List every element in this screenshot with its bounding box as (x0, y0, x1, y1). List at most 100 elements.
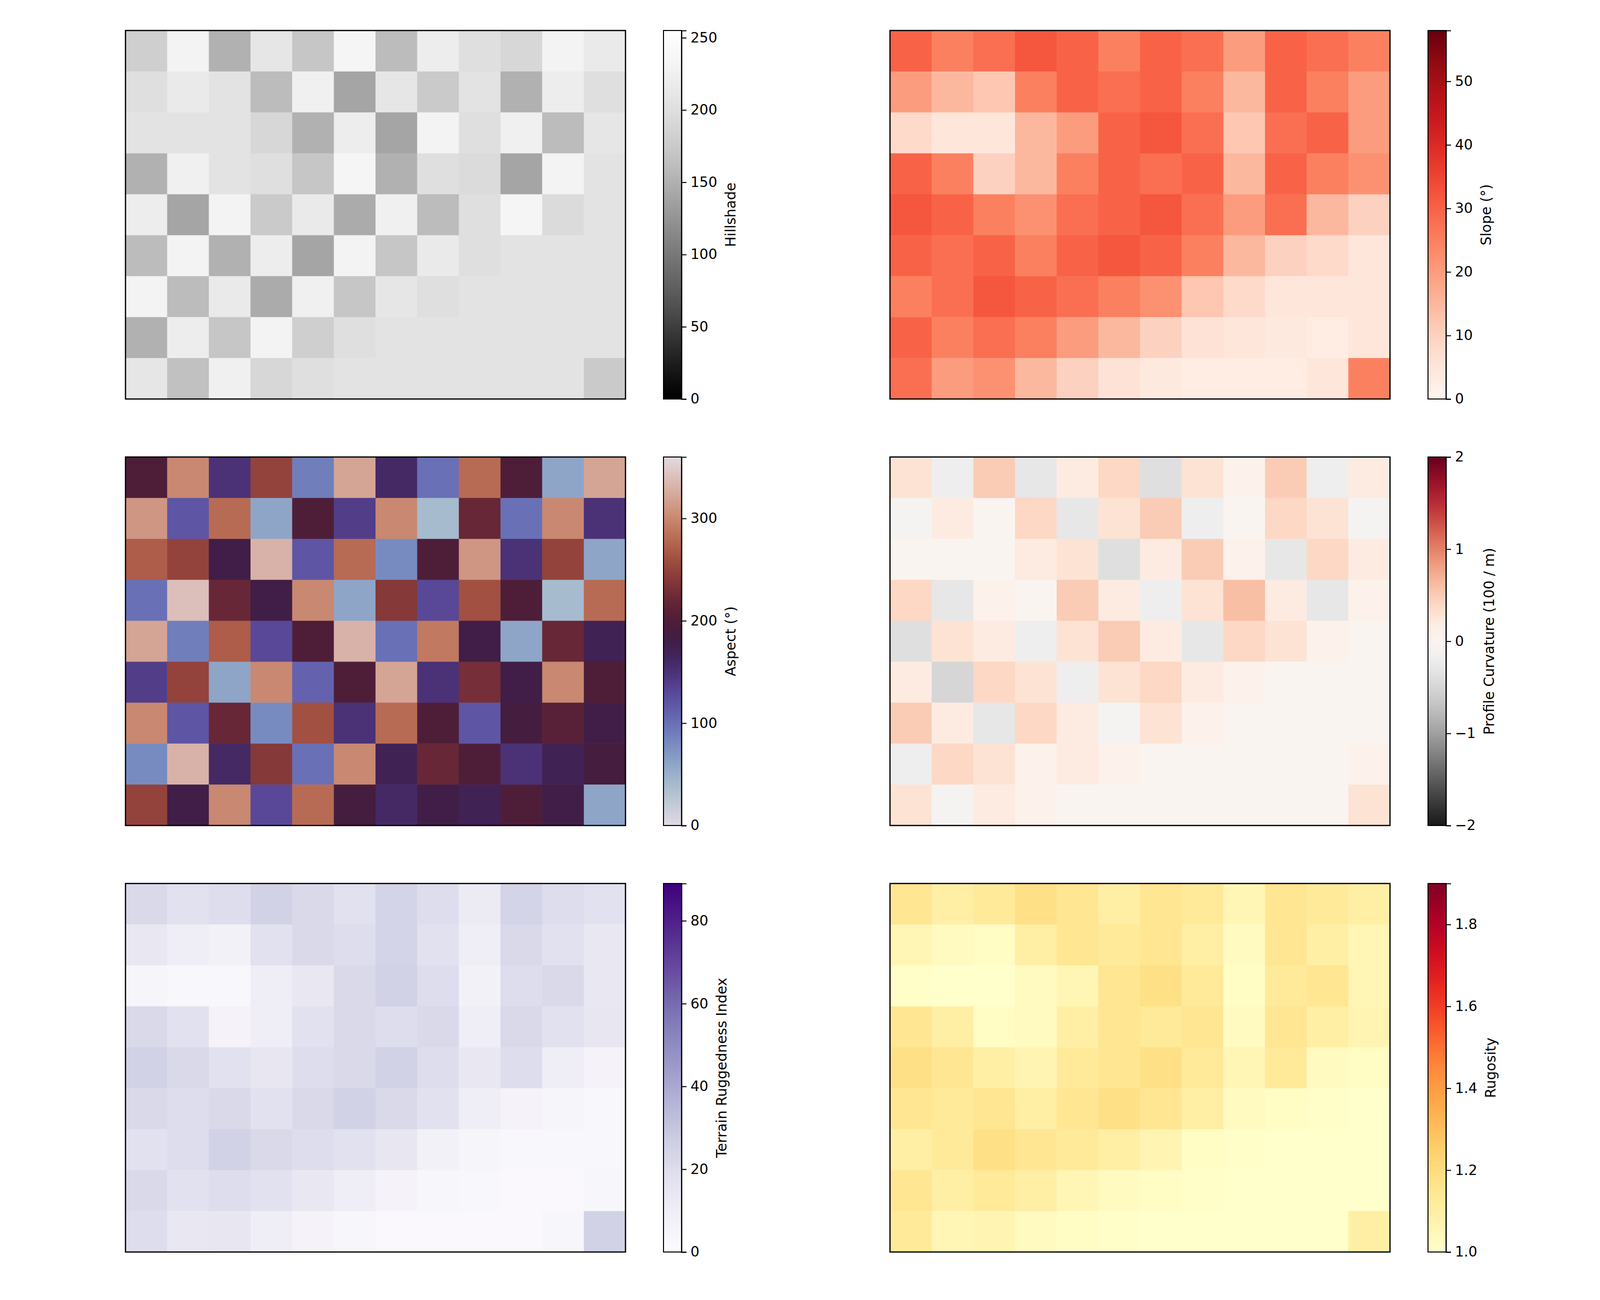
cell (1306, 1006, 1349, 1048)
cell (584, 1170, 626, 1211)
cell (584, 71, 626, 113)
cell (542, 1006, 584, 1048)
cell (1140, 457, 1182, 498)
cell (1140, 621, 1182, 662)
cell (417, 1047, 459, 1089)
cell (973, 498, 1016, 539)
cell (931, 153, 974, 195)
cell (1181, 498, 1224, 539)
cell (209, 743, 251, 785)
cell (334, 1047, 376, 1089)
cell (890, 1129, 932, 1170)
cell (250, 498, 293, 539)
tick-label: 1.8 (1455, 916, 1478, 933)
cell (292, 1006, 334, 1048)
cell (209, 276, 251, 317)
cell (167, 580, 209, 621)
cell (1348, 1211, 1390, 1252)
cell (292, 702, 334, 744)
tick: 1.6 (1446, 998, 1478, 1015)
cell (1348, 784, 1390, 826)
cell (417, 539, 459, 580)
tick-label: 150 (690, 174, 717, 191)
tick-label: 10 (1455, 327, 1473, 344)
cell (973, 743, 1016, 785)
cell (890, 1006, 932, 1048)
cell (167, 784, 209, 826)
cell (1098, 457, 1141, 498)
cell (500, 1088, 543, 1129)
cell (890, 276, 932, 317)
cell (1181, 153, 1224, 195)
cell (459, 1211, 501, 1252)
cell (1140, 661, 1182, 703)
cell (417, 194, 459, 236)
colorbar-axis-line (1446, 457, 1452, 826)
cell (890, 580, 932, 621)
cell (292, 743, 334, 785)
cell (542, 276, 584, 317)
cell (1098, 153, 1141, 195)
cell (250, 276, 293, 317)
tick-mark (681, 254, 687, 255)
cell (931, 1211, 974, 1252)
tick-mark (1446, 733, 1451, 734)
cell (500, 924, 543, 966)
cell (1223, 743, 1266, 785)
cell (931, 71, 974, 113)
cell (334, 194, 376, 236)
cell (542, 71, 584, 113)
cell (1181, 621, 1224, 662)
tick-mark (681, 399, 687, 400)
cell (209, 30, 251, 72)
cell (417, 661, 459, 703)
cell (334, 539, 376, 580)
cell (1098, 1047, 1141, 1089)
cell (1181, 1047, 1224, 1089)
cell (1056, 1129, 1099, 1170)
tick: 1.0 (1446, 1243, 1478, 1260)
cell (1015, 71, 1057, 113)
cell (1098, 702, 1141, 744)
tick-mark (681, 182, 687, 183)
cell (500, 784, 543, 826)
tick-label: 100 (690, 715, 717, 732)
cell (1348, 539, 1390, 580)
cell (250, 580, 293, 621)
cell (1265, 1211, 1307, 1252)
cell (1015, 965, 1057, 1007)
cell (1348, 498, 1390, 539)
cell (292, 112, 334, 154)
cell (973, 457, 1016, 498)
cell (542, 1170, 584, 1211)
cell (1140, 1211, 1182, 1252)
cell (250, 1170, 293, 1211)
cell (250, 1006, 293, 1048)
cell (292, 924, 334, 966)
cell (250, 883, 293, 925)
cells (890, 30, 1390, 399)
cell (1265, 539, 1307, 580)
cell (973, 1211, 1016, 1252)
cell (1098, 317, 1141, 358)
cell (1098, 1006, 1141, 1048)
cell (1223, 30, 1266, 72)
cell (334, 30, 376, 72)
cell (931, 358, 974, 399)
cell (1056, 71, 1099, 113)
cell (500, 1006, 543, 1048)
tick-mark (1446, 208, 1451, 209)
cell (890, 743, 932, 785)
cell (459, 1088, 501, 1129)
cell (1098, 358, 1141, 399)
cell (1223, 965, 1266, 1007)
cell (1265, 743, 1307, 785)
cell (1140, 743, 1182, 785)
cell (292, 661, 334, 703)
cell (584, 661, 626, 703)
cell (890, 194, 932, 236)
cell (375, 743, 418, 785)
cell (1348, 1170, 1390, 1211)
cell (459, 743, 501, 785)
cell (167, 1088, 209, 1129)
